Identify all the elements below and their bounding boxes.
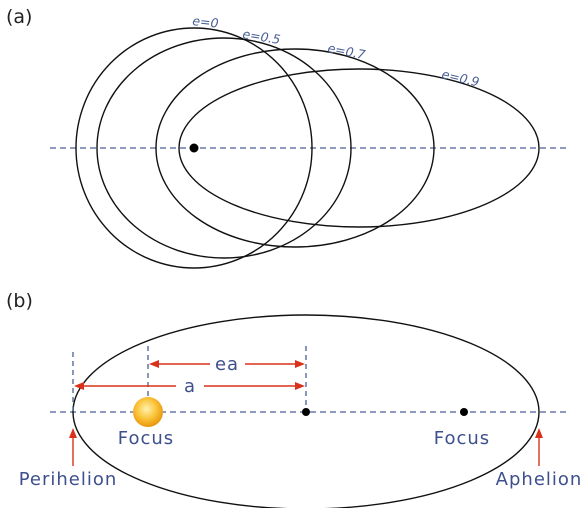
- dimension-a-label: a: [184, 376, 196, 397]
- aphelion-label: Aphelion: [496, 469, 583, 490]
- panel-b-label: (b): [6, 290, 33, 312]
- orbit-e09: [178, 68, 540, 228]
- central-focus-dot: [189, 143, 199, 153]
- orbit-e0: [75, 27, 313, 269]
- focus-label-left: Focus: [118, 428, 174, 449]
- orbit-label-e05: e=0.5: [242, 26, 282, 47]
- orbit-e07: [155, 48, 435, 248]
- ellipse-center-dot: [302, 408, 310, 416]
- perihelion-arrow: [69, 428, 77, 466]
- dimension-ea-label: ea: [215, 354, 239, 375]
- orbit-label-e07: e=0.7: [326, 40, 366, 62]
- orbit-label-e09: e=0.9: [440, 66, 480, 89]
- empty-focus-dot: [460, 408, 468, 416]
- dimension-a-arrow: [74, 382, 305, 390]
- aphelion-arrow: [535, 428, 543, 466]
- orbit-e05: [96, 37, 352, 259]
- panel-a-label: (a): [6, 6, 32, 28]
- focus-label-right: Focus: [434, 428, 490, 449]
- orbit-label-e0: e=0: [192, 13, 220, 31]
- sun-icon: [133, 397, 163, 427]
- dimension-ea-arrow: [149, 360, 305, 368]
- orbit-ellipse: [72, 314, 540, 508]
- perihelion-label: Perihelion: [19, 469, 118, 490]
